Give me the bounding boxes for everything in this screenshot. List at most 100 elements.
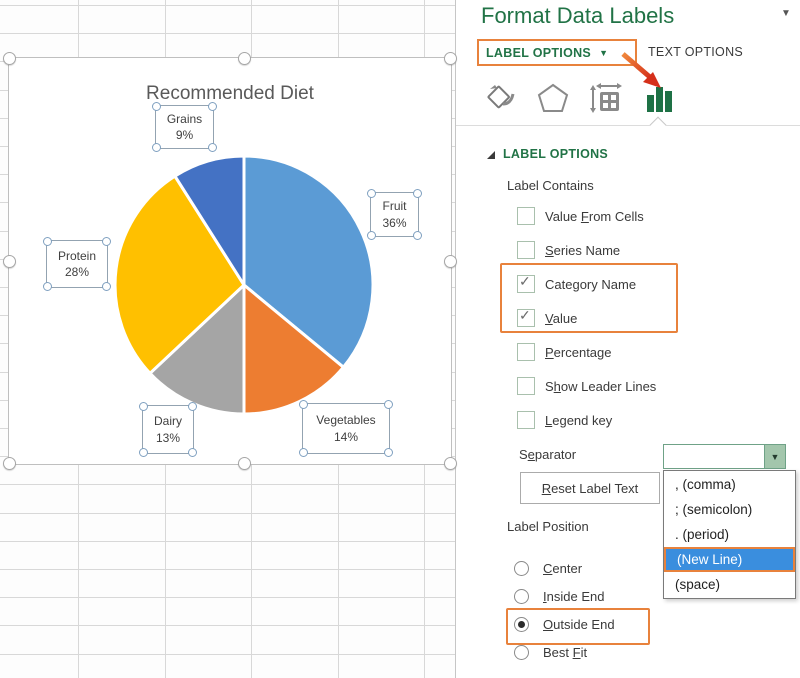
separator-option-new-line[interactable]: (New Line) (664, 547, 795, 572)
label-handle[interactable] (102, 237, 111, 246)
data-label-value: 14% (333, 429, 359, 444)
gridline (0, 569, 455, 570)
chart-handle-top-left[interactable] (3, 52, 16, 65)
data-label-value: 9% (175, 128, 194, 142)
section-title[interactable]: LABEL OPTIONS (503, 147, 609, 161)
label-handle[interactable] (413, 189, 422, 198)
chart-handle-bottom-mid[interactable] (238, 457, 251, 470)
label-handle[interactable] (208, 143, 217, 152)
best-fit-radio[interactable] (514, 645, 529, 660)
data-label-category: Grains (166, 111, 203, 126)
separator-dropdown-list: , (comma) ; (semicolon) . (period) (New Lin… (663, 470, 796, 599)
chart-handle-top-right[interactable] (444, 52, 457, 65)
tab-text-options[interactable]: TEXT OPTIONS (648, 45, 744, 59)
selected-tab-notch (649, 116, 667, 134)
separator-option-period[interactable]: . (period) (675, 527, 730, 542)
label-handle[interactable] (139, 402, 148, 411)
gridline (0, 597, 455, 599)
size-properties-icon[interactable] (588, 80, 624, 116)
pane-menu-chevron-icon[interactable]: ▼ (781, 8, 791, 19)
checkbox-row-show-leader-lines: Show Leader Lines (517, 377, 656, 395)
chart-title[interactable]: Recommended Diet (146, 83, 314, 104)
separator-combobox-value[interactable] (664, 445, 764, 468)
chart-columns-icon[interactable] (642, 80, 678, 116)
radio-row-best-fit: Best Fit (514, 644, 615, 661)
chart-handle-bottom-right[interactable] (444, 457, 457, 470)
check-icon: ✓ (519, 273, 531, 289)
label-handle[interactable] (299, 400, 308, 409)
label-handle[interactable] (208, 102, 217, 111)
data-label-vegetables[interactable]: Vegetables 14% (299, 400, 393, 457)
label-handle[interactable] (188, 448, 197, 457)
pie-slice-fruit[interactable] (242, 154, 375, 370)
section-collapse-icon[interactable] (487, 151, 495, 159)
separator-option-comma[interactable]: , (comma) (675, 477, 736, 492)
data-label-category: Vegetables (316, 413, 376, 428)
pie-slice-protein[interactable] (113, 174, 246, 376)
label-handle[interactable] (384, 448, 393, 457)
data-label-value: 36% (382, 215, 407, 230)
inside-end-radio[interactable] (514, 589, 529, 604)
chart-handle-top-mid[interactable] (238, 52, 251, 65)
label-handle[interactable] (102, 282, 111, 291)
gridline (0, 512, 455, 514)
separator-option-semicolon[interactable]: ; (semicolon) (675, 502, 753, 517)
value-from-cells-checkbox-label[interactable]: Value From Cells (545, 208, 644, 224)
pie-slice-grains[interactable] (172, 154, 246, 291)
separator-option-space[interactable]: (space) (675, 577, 721, 592)
data-label-protein[interactable]: Protein 28% (43, 237, 111, 291)
label-handle[interactable] (152, 143, 161, 152)
data-label-category: Fruit (382, 199, 407, 214)
center-radio-label[interactable]: Center (543, 561, 583, 576)
label-handle[interactable] (299, 448, 308, 457)
outside-end-radio-label[interactable]: Outside End (543, 617, 615, 632)
label-handle[interactable] (384, 400, 393, 409)
category-name-checkbox-label[interactable]: Category Name (545, 276, 637, 292)
separator-combobox[interactable]: ▼ (663, 444, 786, 469)
label-handle[interactable] (367, 189, 376, 198)
data-label-fruit[interactable]: Fruit 36% (367, 189, 422, 240)
label-handle[interactable] (367, 231, 376, 240)
percentage-checkbox[interactable] (517, 343, 535, 361)
best-fit-radio-label[interactable]: Best Fit (543, 645, 588, 660)
tab-label-options[interactable]: LABEL OPTIONS ▼ (477, 39, 637, 66)
fill-line-icon[interactable] (484, 80, 520, 116)
legend-key-checkbox-label[interactable]: Legend key (545, 412, 613, 428)
gridline (0, 625, 455, 627)
combobox-dropdown-button[interactable]: ▼ (764, 445, 785, 468)
gridline (0, 33, 455, 35)
percentage-checkbox-label[interactable]: Percentage (545, 344, 612, 360)
label-handle[interactable] (413, 231, 422, 240)
checkbox-row-value-from-cells: Value From Cells (517, 207, 656, 225)
chart-handle-mid-right[interactable] (444, 255, 457, 268)
chart-handle-bottom-left[interactable] (3, 457, 16, 470)
series-name-checkbox-label[interactable]: Series Name (545, 242, 621, 258)
label-handle[interactable] (152, 102, 161, 111)
pie-slice-vegetables[interactable] (242, 281, 346, 416)
value-checkbox[interactable]: ✓ (517, 307, 535, 327)
tab-label-options-text: LABEL OPTIONS (486, 45, 592, 60)
label-handle[interactable] (188, 402, 197, 411)
category-name-checkbox[interactable]: ✓ (517, 273, 535, 293)
legend-key-checkbox[interactable] (517, 411, 535, 429)
series-name-checkbox[interactable] (517, 241, 535, 259)
label-handle[interactable] (139, 448, 148, 457)
chart-handle-mid-left[interactable] (3, 255, 16, 268)
pie-plot[interactable] (109, 150, 379, 420)
value-from-cells-checkbox[interactable] (517, 207, 535, 225)
data-label-dairy[interactable]: Dairy 13% (139, 402, 197, 457)
inside-end-radio-label[interactable]: Inside End (543, 589, 605, 604)
label-handle[interactable] (43, 237, 52, 246)
data-label-value: 28% (64, 265, 90, 279)
data-label-grains[interactable]: Grains 9% (152, 102, 217, 152)
effects-icon[interactable] (535, 80, 571, 116)
show-leader-lines-checkbox[interactable] (517, 377, 535, 395)
checkbox-row-series-name: Series Name (517, 241, 656, 259)
outside-end-radio[interactable] (514, 617, 529, 632)
show-leader-lines-checkbox-label[interactable]: Show Leader Lines (545, 378, 657, 394)
label-handle[interactable] (43, 282, 52, 291)
check-icon: ✓ (519, 307, 531, 323)
value-checkbox-label[interactable]: Value (545, 310, 578, 326)
center-radio[interactable] (514, 561, 529, 576)
